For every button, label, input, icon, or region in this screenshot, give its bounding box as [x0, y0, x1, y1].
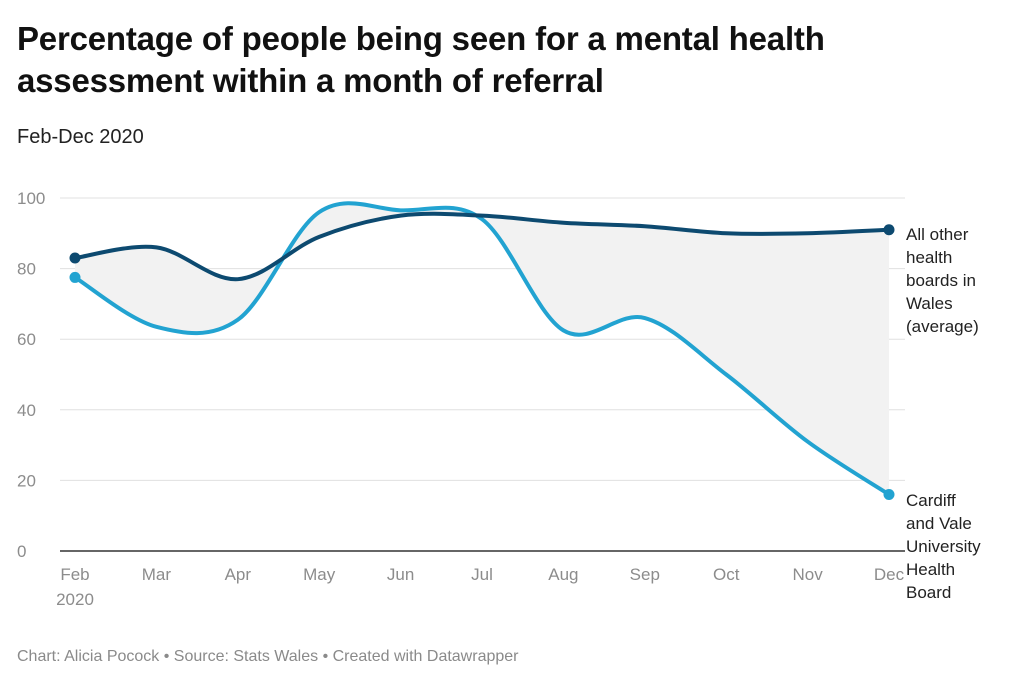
x-tick-label: Feb — [60, 565, 89, 584]
data-point-all-other-boards — [69, 252, 81, 264]
x-tick-label: Apr — [225, 565, 252, 584]
y-axis-ticks: 0 20 40 60 80 100 — [17, 189, 45, 561]
series-label-line: Wales — [906, 294, 953, 313]
data-point-cardiff-and-vale — [883, 489, 895, 501]
area-between-series-fill — [75, 203, 889, 495]
x-tick-label: Aug — [548, 565, 578, 584]
y-tick-label: 60 — [17, 330, 36, 349]
x-tick-label: May — [303, 565, 336, 584]
series-label-line: (average) — [906, 317, 979, 336]
y-tick-label: 40 — [17, 401, 36, 420]
x-tick-label: Jul — [471, 565, 493, 584]
series-line-all-other-boards — [73, 211, 891, 282]
series-label-line: University — [906, 537, 981, 556]
series-label-line: and Vale — [906, 514, 972, 533]
series-label-line: Health — [906, 560, 956, 579]
x-tick-label: Jun — [387, 565, 414, 584]
y-tick-label: 20 — [17, 471, 36, 490]
series-line-cardiff-and-vale — [73, 201, 891, 497]
series-lines — [73, 201, 891, 497]
data-point-cardiff-and-vale — [69, 271, 81, 283]
y-tick-label: 100 — [17, 189, 45, 208]
chart-title: Percentage of people being seen for a me… — [17, 20, 825, 99]
x-tick-label: Sep — [630, 565, 660, 584]
area-between-series — [75, 203, 889, 495]
y-tick-label: 0 — [17, 542, 26, 561]
data-point-all-other-boards — [883, 224, 895, 236]
x-tick-label: Dec — [874, 565, 905, 584]
x-tick-label: Oct — [713, 565, 740, 584]
x-tick-year-label: 2020 — [56, 590, 94, 609]
series-label-line: All other — [906, 225, 969, 244]
y-tick-label: 80 — [17, 260, 36, 279]
x-axis-ticks: Feb Mar Apr May Jun Jul Aug Sep Oct Nov Dec 2020 — [56, 565, 905, 609]
series-label-line: Board — [906, 583, 952, 602]
series-end-points — [69, 224, 895, 501]
chart-subtitle: Feb-Dec 2020 — [17, 126, 144, 148]
series-label-cardiff-and-vale: Cardiff and Vale University Health Board — [906, 489, 981, 604]
series-label-all-other-boards: All other health boards in Wales (average) — [906, 223, 979, 338]
series-label-line: health — [906, 248, 953, 267]
x-tick-label: Nov — [792, 565, 823, 584]
chart-footer: Chart: Alicia Pocock • Source: Stats Wal… — [17, 648, 519, 665]
series-label-line: boards in — [906, 271, 976, 290]
series-label-line: Cardiff — [906, 491, 956, 510]
x-tick-label: Mar — [142, 565, 172, 584]
